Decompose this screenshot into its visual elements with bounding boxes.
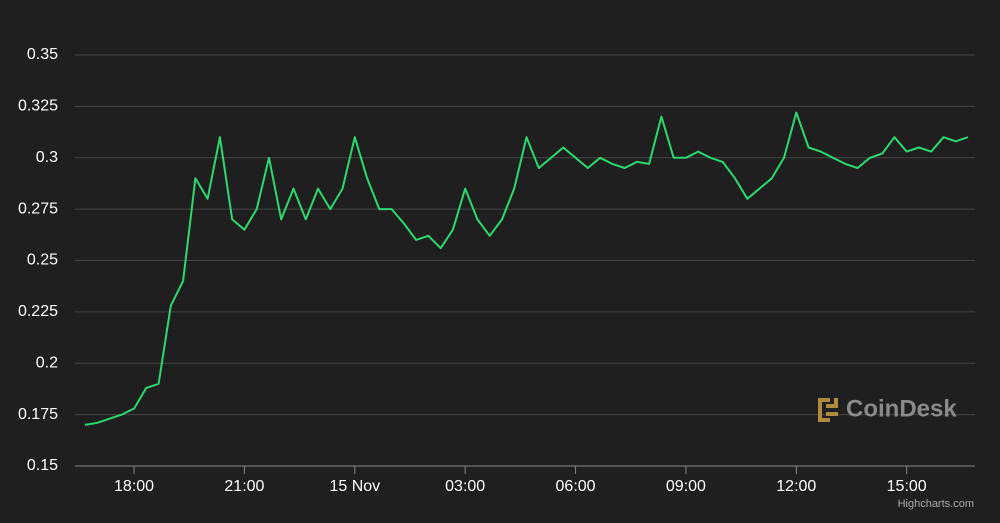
x-tick-label: 15 Nov — [329, 478, 380, 495]
x-tick-label: 18:00 — [114, 478, 154, 495]
y-tick-label: 0.3 — [36, 149, 58, 166]
y-tick-label: 0.225 — [18, 303, 58, 320]
price-line — [84, 111, 969, 426]
y-tick-label: 0.35 — [27, 46, 58, 63]
x-tick-label: 21:00 — [224, 478, 264, 495]
watermark-logo — [818, 398, 838, 422]
x-tick-label: 12:00 — [776, 478, 816, 495]
x-tick-label: 15:00 — [887, 478, 927, 495]
y-tick-label: 0.325 — [18, 98, 58, 115]
x-tick-label: 09:00 — [666, 478, 706, 495]
y-tick-label: 0.175 — [18, 406, 58, 423]
y-tick-label: 0.25 — [27, 252, 58, 269]
x-tick-label: 06:00 — [556, 478, 596, 495]
y-tick-label: 0.275 — [18, 200, 58, 217]
y-tick-label: 0.2 — [36, 354, 58, 371]
plot: 0.15 0.175 0.2 0.225 0.25 0.275 0.3 0.325 0.35 18… — [18, 46, 975, 495]
x-tick-label: 03:00 — [445, 478, 485, 495]
y-tick-label: 0.15 — [27, 457, 58, 474]
watermark: CoinDesk — [846, 395, 957, 422]
credits: Highcharts.com — [898, 498, 974, 510]
